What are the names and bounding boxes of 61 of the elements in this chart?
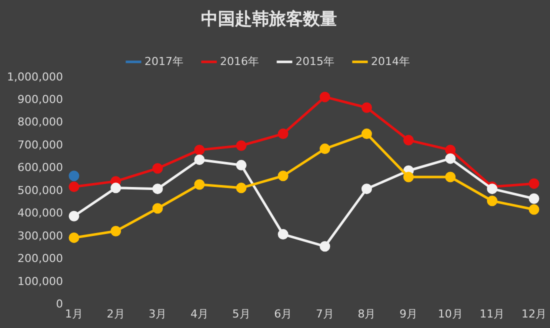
- point: [528, 204, 540, 215]
- y-tick-label: 900,000: [17, 93, 63, 106]
- point: [278, 229, 288, 240]
- x-tick-label: 1月: [64, 307, 83, 320]
- chart-title: 中国赴韩旅客数量: [201, 10, 337, 30]
- x-tick-label: 12月: [522, 307, 546, 320]
- y-tick-label: 0: [56, 298, 63, 311]
- point: [278, 128, 288, 140]
- point: [278, 170, 288, 182]
- point: [320, 144, 330, 154]
- x-tick-label: 8月: [358, 307, 376, 320]
- y-tick-label: 400,000: [17, 206, 63, 220]
- legend-label: 2014年: [370, 54, 410, 68]
- point: [68, 182, 80, 192]
- x-tick-label: 6月: [274, 307, 292, 320]
- point: [68, 232, 80, 243]
- point: [68, 210, 80, 222]
- x-tick-label: 3月: [148, 307, 167, 320]
- point: [486, 196, 498, 206]
- point: [110, 226, 122, 236]
- point: [194, 144, 205, 156]
- point: [236, 182, 247, 194]
- point: [445, 144, 456, 156]
- point: [403, 134, 414, 146]
- legend-label: 2015年: [296, 54, 334, 68]
- point: [403, 172, 414, 182]
- legend-label: 2017年: [144, 54, 184, 68]
- y-tick-label: 1,000,000: [7, 70, 63, 84]
- point: [236, 160, 247, 170]
- y-tick-label: 800,000: [17, 116, 63, 129]
- point: [320, 92, 330, 102]
- point: [152, 203, 163, 214]
- y-tick-label: 100,000: [17, 274, 63, 288]
- point: [361, 184, 372, 194]
- point: [320, 241, 330, 252]
- x-tick-label: 2月: [106, 307, 125, 320]
- point: [110, 182, 122, 194]
- x-tick-label: 10月: [438, 307, 463, 320]
- point: [528, 178, 540, 189]
- y-tick-label: 600,000: [17, 161, 63, 174]
- x-tick-label: 9月: [400, 307, 418, 320]
- point: [361, 102, 372, 113]
- point: [68, 170, 80, 182]
- point: [528, 193, 540, 204]
- point: [152, 184, 163, 194]
- point: [361, 128, 372, 140]
- point: [236, 140, 247, 151]
- x-tick-label: 5月: [232, 307, 250, 320]
- point: [445, 153, 456, 164]
- y-tick-label: 200,000: [17, 252, 63, 266]
- x-tick-label: 7月: [316, 307, 334, 320]
- legend-label: 2016年: [220, 54, 260, 68]
- y-tick-label: 300,000: [17, 229, 63, 242]
- point: [152, 163, 163, 174]
- point: [194, 179, 205, 190]
- y-tick-label: 700,000: [17, 138, 63, 152]
- point: [194, 154, 205, 165]
- y-tick-label: 500,000: [17, 184, 63, 197]
- x-tick-label: 4月: [190, 307, 208, 320]
- x-tick-label: 11月: [480, 307, 505, 320]
- point: [445, 172, 456, 182]
